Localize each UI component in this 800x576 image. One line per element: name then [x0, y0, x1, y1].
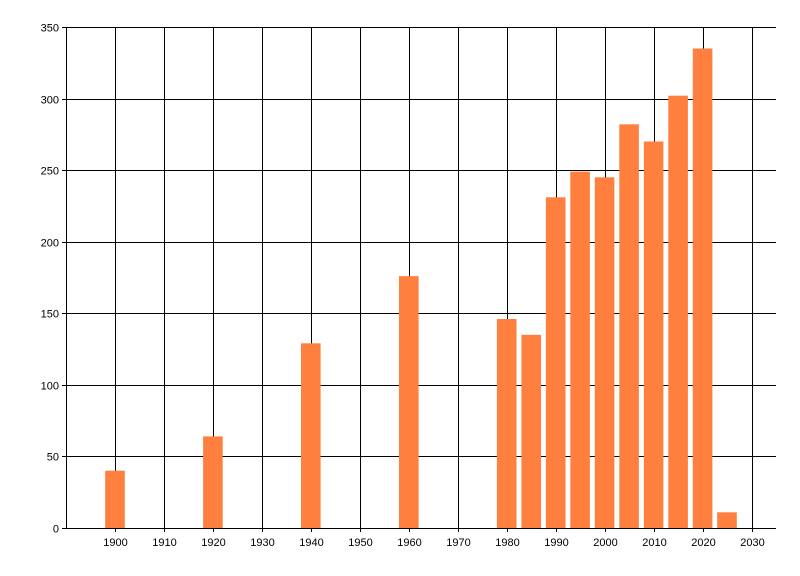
- x-tick-label: 1950: [348, 537, 372, 549]
- y-tick-label: 0: [53, 524, 59, 536]
- x-tick-label: 1940: [299, 537, 323, 549]
- bar: [570, 171, 590, 528]
- x-tick-label: 1980: [495, 537, 519, 549]
- y-tick-label: 100: [41, 381, 59, 393]
- y-tick-label: 150: [41, 309, 59, 321]
- bar: [521, 334, 541, 528]
- bar: [203, 436, 223, 528]
- axes: [62, 27, 776, 532]
- bars: [105, 48, 737, 529]
- x-tick-label: 2030: [740, 537, 764, 549]
- y-tick-label: 200: [41, 238, 59, 250]
- bar: [301, 343, 321, 528]
- x-tick-label: 1970: [446, 537, 470, 549]
- x-tick-label: 1910: [152, 537, 176, 549]
- bar: [399, 276, 419, 528]
- x-tick-label: 1930: [250, 537, 274, 549]
- bar: [496, 319, 517, 528]
- bar: [643, 141, 664, 528]
- y-tick-label: 50: [47, 452, 59, 464]
- x-tick-label: 1960: [397, 537, 421, 549]
- x-tick-label: 2000: [593, 537, 617, 549]
- bar: [619, 124, 639, 529]
- x-tick-label: 1900: [103, 537, 127, 549]
- y-tick-label: 250: [41, 166, 59, 178]
- x-tick-label: 1920: [201, 537, 225, 549]
- x-tick-label: 1990: [544, 537, 568, 549]
- bar: [668, 95, 688, 528]
- bar: [717, 512, 737, 528]
- tick-labels: 0 50 100 150 200 250 300 350 1900 1910 1920 1930 194…: [41, 23, 765, 550]
- y-tick-label: 350: [41, 23, 59, 35]
- bar: [594, 177, 615, 529]
- bar: [692, 48, 713, 528]
- y-tick-label: 300: [41, 95, 59, 107]
- x-tick-label: 2010: [642, 537, 666, 549]
- bar: [105, 470, 125, 528]
- x-tick-label: 2020: [691, 537, 715, 549]
- bar: [545, 197, 566, 529]
